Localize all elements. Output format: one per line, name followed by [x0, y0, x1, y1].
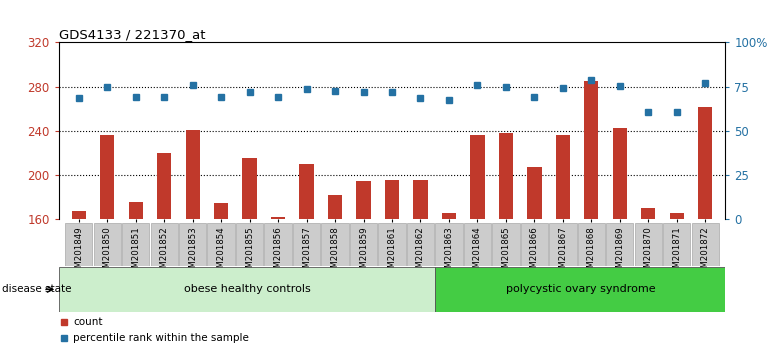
Text: GSM201863: GSM201863: [445, 227, 453, 279]
Text: GSM201869: GSM201869: [615, 227, 624, 279]
Bar: [122, 223, 150, 266]
Text: GSM201854: GSM201854: [216, 227, 226, 279]
Bar: [179, 223, 206, 266]
Bar: [528, 167, 542, 354]
Bar: [59, 267, 435, 312]
Bar: [435, 223, 463, 266]
Text: GSM201871: GSM201871: [673, 227, 681, 279]
Bar: [328, 195, 342, 354]
Bar: [208, 223, 234, 266]
Text: GSM201850: GSM201850: [103, 227, 111, 279]
Text: count: count: [73, 317, 103, 327]
Bar: [413, 179, 427, 354]
Bar: [521, 223, 548, 266]
Bar: [613, 128, 627, 354]
Text: GSM201856: GSM201856: [274, 227, 282, 279]
Bar: [65, 223, 93, 266]
Bar: [470, 135, 485, 354]
Bar: [556, 135, 570, 354]
Bar: [264, 223, 292, 266]
Text: GDS4133 / 221370_at: GDS4133 / 221370_at: [59, 28, 205, 41]
Bar: [634, 223, 662, 266]
Bar: [584, 81, 598, 354]
Text: obese healthy controls: obese healthy controls: [183, 284, 310, 295]
Bar: [151, 223, 178, 266]
Bar: [578, 223, 605, 266]
Text: GSM201858: GSM201858: [331, 227, 339, 279]
Bar: [236, 223, 263, 266]
Text: disease state: disease state: [2, 284, 71, 295]
Bar: [271, 217, 285, 354]
Bar: [321, 223, 349, 266]
Bar: [299, 164, 314, 354]
Bar: [93, 223, 121, 266]
Text: GSM201866: GSM201866: [530, 227, 539, 279]
Bar: [385, 179, 399, 354]
Bar: [350, 223, 377, 266]
Text: GSM201857: GSM201857: [302, 227, 311, 279]
Bar: [157, 153, 171, 354]
Bar: [442, 213, 456, 354]
Text: GSM201862: GSM201862: [416, 227, 425, 279]
Bar: [641, 209, 655, 354]
Bar: [492, 223, 520, 266]
Bar: [670, 213, 684, 354]
Bar: [663, 223, 691, 266]
Bar: [550, 223, 576, 266]
Text: GSM201865: GSM201865: [502, 227, 510, 279]
Bar: [186, 130, 200, 354]
Bar: [100, 135, 114, 354]
Bar: [71, 211, 86, 354]
Text: GSM201849: GSM201849: [74, 227, 83, 279]
Bar: [499, 133, 513, 354]
Bar: [464, 223, 491, 266]
Text: polycystic ovary syndrome: polycystic ovary syndrome: [506, 284, 655, 295]
Text: GSM201851: GSM201851: [131, 227, 140, 279]
Bar: [293, 223, 320, 266]
Bar: [214, 203, 228, 354]
Text: GSM201870: GSM201870: [644, 227, 653, 279]
Text: GSM201864: GSM201864: [473, 227, 482, 279]
Bar: [357, 181, 371, 354]
Text: GSM201868: GSM201868: [587, 227, 596, 279]
Bar: [242, 158, 256, 354]
Bar: [435, 267, 725, 312]
Bar: [379, 223, 405, 266]
Bar: [606, 223, 633, 266]
Text: GSM201872: GSM201872: [701, 227, 710, 279]
Text: GSM201861: GSM201861: [387, 227, 397, 279]
Bar: [129, 202, 143, 354]
Text: GSM201853: GSM201853: [188, 227, 197, 279]
Text: GSM201855: GSM201855: [245, 227, 254, 279]
Bar: [407, 223, 434, 266]
Bar: [698, 107, 713, 354]
Text: GSM201859: GSM201859: [359, 227, 368, 279]
Bar: [691, 223, 719, 266]
Text: GSM201867: GSM201867: [558, 227, 568, 279]
Text: percentile rank within the sample: percentile rank within the sample: [73, 333, 249, 343]
Text: GSM201852: GSM201852: [160, 227, 169, 279]
